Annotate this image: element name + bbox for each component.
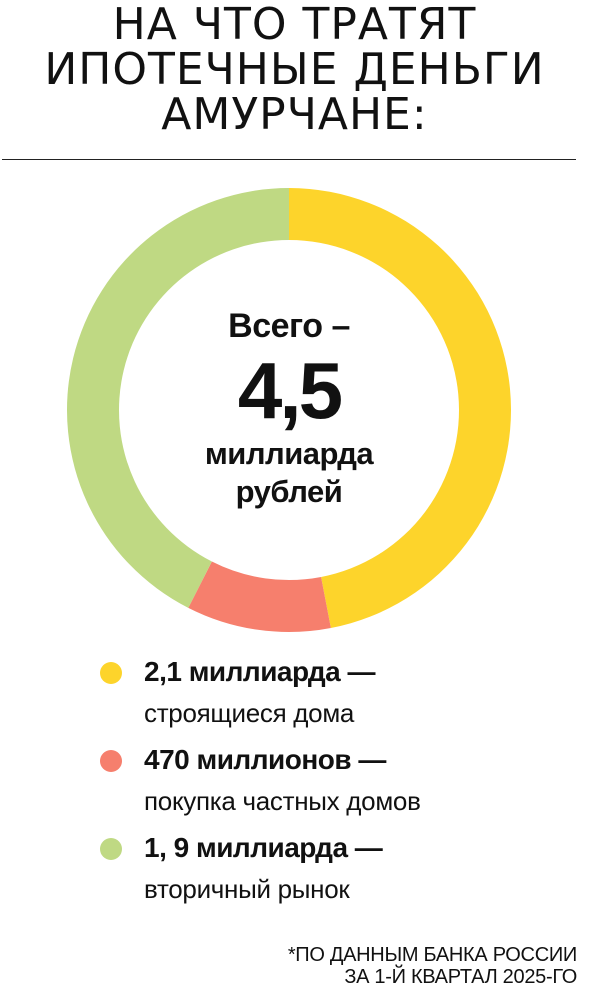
legend-dot bbox=[100, 750, 122, 772]
legend-label: строящиеся дома bbox=[144, 698, 355, 728]
title-divider bbox=[2, 159, 576, 160]
donut-slice bbox=[188, 561, 331, 632]
legend-dot bbox=[100, 838, 122, 860]
footnote-line-2: ЗА 1-Й КВАРТАЛ 2025-ГО bbox=[344, 966, 577, 988]
donut-chart bbox=[66, 188, 511, 632]
footnote-line-1: *ПО ДАННЫМ БАНКА РОССИИ bbox=[287, 944, 577, 966]
chart-title: НА ЧТО ТРАТЯТ ИПОТЕЧНЫЕ ДЕНЬГИ АМУРЧАНЕ: bbox=[0, 2, 589, 137]
donut-slice bbox=[66, 188, 289, 608]
title-line-2: ИПОТЕЧНЫЕ ДЕНЬГИ bbox=[44, 44, 545, 95]
legend-item: 2,1 миллиарда — строящиеся дома bbox=[0, 656, 589, 736]
footnote: *ПО ДАННЫМ БАНКА РОССИИ ЗА 1-Й КВАРТАЛ 2… bbox=[288, 944, 577, 988]
center-lead: Всего – bbox=[228, 307, 350, 345]
legend-item: 1, 9 миллиарда — вторичный рынок bbox=[0, 832, 589, 912]
legend-item: 470 миллионов — покупка частных домов bbox=[0, 744, 589, 824]
donut-slice bbox=[289, 188, 511, 629]
legend-value: 470 миллионов — bbox=[144, 744, 386, 775]
legend-dot bbox=[100, 662, 122, 684]
center-unit-line-1: миллиарда bbox=[204, 436, 374, 471]
legend-value: 1, 9 миллиарда — bbox=[144, 832, 383, 863]
center-unit-line-2: рублей bbox=[235, 474, 343, 509]
title-line-3: АМУРЧАНЕ: bbox=[161, 89, 428, 140]
legend-value: 2,1 миллиарда — bbox=[144, 656, 376, 687]
legend-label: покупка частных домов bbox=[144, 786, 421, 816]
center-total-value: 4,5 bbox=[237, 346, 343, 435]
title-line-1: НА ЧТО ТРАТЯТ bbox=[112, 0, 477, 50]
legend-label: вторичный рынок bbox=[144, 874, 350, 904]
